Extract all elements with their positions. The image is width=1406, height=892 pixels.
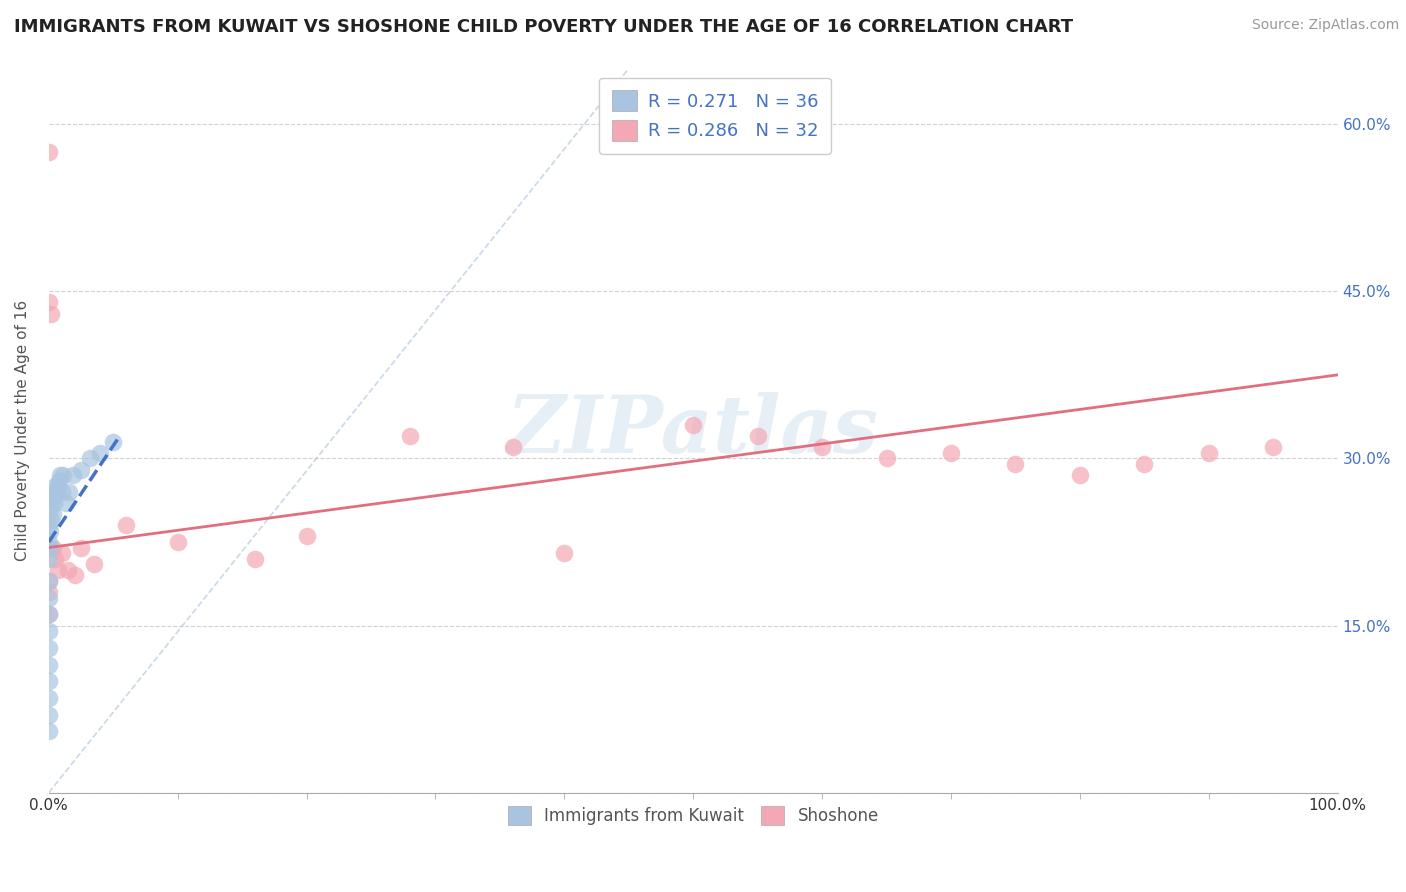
Point <box>58 484 80 499</box>
Point <box>51 484 73 499</box>
Point <box>79 451 101 466</box>
Point <box>44 484 66 499</box>
Point <box>38 724 60 739</box>
Point <box>41 491 63 505</box>
Point <box>38 585 60 599</box>
Point <box>55 496 77 510</box>
Point <box>553 546 575 560</box>
Point <box>1263 440 1285 454</box>
Point <box>1004 457 1026 471</box>
Point <box>52 468 75 483</box>
Point <box>49 468 72 483</box>
Point <box>42 496 65 510</box>
Point <box>502 440 524 454</box>
Point <box>103 434 125 449</box>
Point <box>39 524 62 538</box>
Point <box>1133 457 1156 471</box>
Point <box>1069 468 1091 483</box>
Point <box>747 429 769 443</box>
Point <box>811 440 834 454</box>
Point <box>46 563 69 577</box>
Point <box>38 657 60 672</box>
Point <box>682 417 704 432</box>
Point <box>41 541 63 555</box>
Point <box>38 707 60 722</box>
Point <box>44 479 66 493</box>
Point <box>38 690 60 705</box>
Point <box>38 591 60 605</box>
Point <box>39 541 62 555</box>
Point <box>398 429 420 443</box>
Point <box>38 574 60 588</box>
Point <box>89 446 111 460</box>
Point <box>166 535 188 549</box>
Point <box>38 640 60 655</box>
Point <box>45 484 67 499</box>
Point <box>41 491 63 505</box>
Text: Source: ZipAtlas.com: Source: ZipAtlas.com <box>1251 18 1399 32</box>
Point <box>38 624 60 639</box>
Point <box>46 479 69 493</box>
Point <box>876 451 898 466</box>
Point <box>41 307 63 321</box>
Point <box>62 468 84 483</box>
Point <box>83 558 105 572</box>
Point <box>243 551 266 566</box>
Point <box>39 501 62 516</box>
Text: ZIPatlas: ZIPatlas <box>508 392 879 469</box>
Point <box>44 551 66 566</box>
Point <box>70 462 93 476</box>
Point <box>38 145 60 159</box>
Point <box>1198 446 1220 460</box>
Point <box>939 446 962 460</box>
Point <box>38 674 60 689</box>
Point <box>70 541 93 555</box>
Point <box>41 513 63 527</box>
Point <box>115 518 138 533</box>
Point <box>295 529 318 543</box>
Text: IMMIGRANTS FROM KUWAIT VS SHOSHONE CHILD POVERTY UNDER THE AGE OF 16 CORRELATION: IMMIGRANTS FROM KUWAIT VS SHOSHONE CHILD… <box>14 18 1073 36</box>
Point <box>38 541 60 555</box>
Point <box>48 474 70 488</box>
Legend: Immigrants from Kuwait, Shoshone: Immigrants from Kuwait, Shoshone <box>498 796 889 835</box>
Point <box>38 295 60 310</box>
Y-axis label: Child Poverty Under the Age of 16: Child Poverty Under the Age of 16 <box>15 300 30 561</box>
Point <box>51 546 73 560</box>
Point <box>63 568 86 582</box>
Point <box>38 607 60 622</box>
Point <box>38 607 60 622</box>
Point <box>38 535 60 549</box>
Point <box>41 507 63 521</box>
Point <box>38 518 60 533</box>
Point <box>38 574 60 588</box>
Point <box>56 563 79 577</box>
Point <box>38 551 60 566</box>
